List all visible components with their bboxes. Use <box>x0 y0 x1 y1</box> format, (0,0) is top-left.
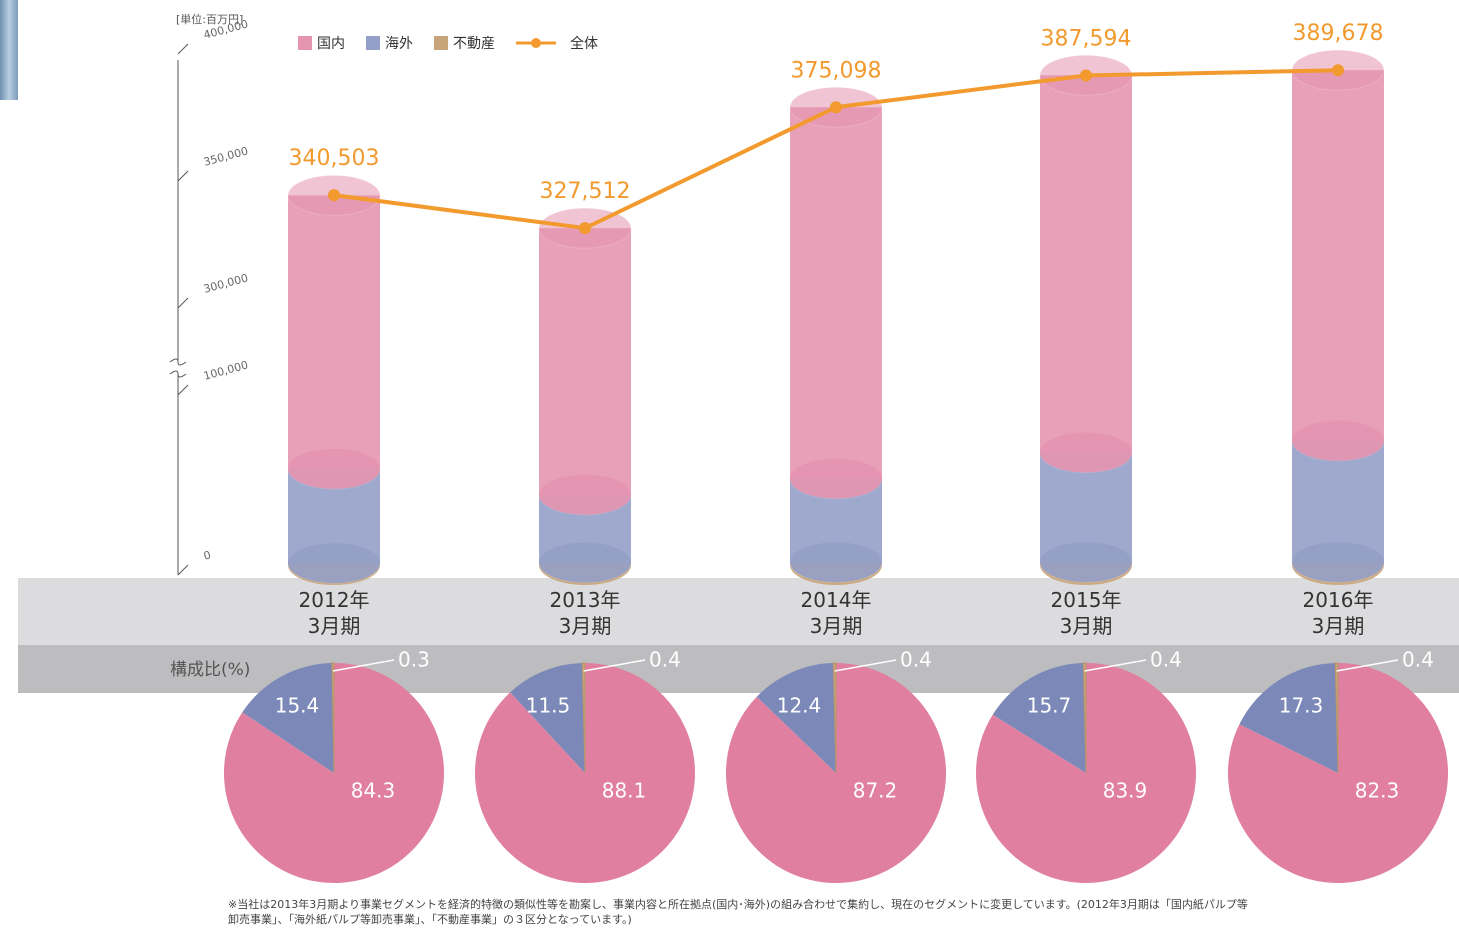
cylinder-body <box>790 107 882 478</box>
y-tick <box>178 171 188 181</box>
cylinder-body <box>1292 70 1384 441</box>
slice-label: 88.1 <box>602 779 647 803</box>
axis-break <box>170 359 186 377</box>
y-tick <box>178 385 188 395</box>
x-tick-label: 2016年 3月期 <box>1258 587 1418 639</box>
slice-label: 83.9 <box>1103 779 1148 803</box>
pie-title: 構成比(%) <box>170 660 250 680</box>
slice-label: 84.3 <box>351 779 396 803</box>
y-tick-label: 0 <box>202 548 212 562</box>
x-tick-label: 2012年 3月期 <box>254 587 414 639</box>
value-label: 389,678 <box>1293 21 1384 46</box>
cylinder-body <box>288 195 380 468</box>
value-label: 375,098 <box>791 58 882 83</box>
total-point <box>1332 64 1344 76</box>
cylinder-body <box>539 228 631 495</box>
x-tick-label: 2014年 3月期 <box>756 587 916 639</box>
slice-label: 17.3 <box>1279 694 1324 718</box>
slice-label: 0.4 <box>1402 648 1434 672</box>
slice-label: 0.4 <box>900 648 932 672</box>
total-point <box>579 222 591 234</box>
footnote: 卸売事業」、「海外紙パルプ等卸売事業」、「不動産事業」の３区分となっています。) <box>228 911 632 927</box>
legend-label: 全体 <box>570 35 598 52</box>
y-tick-label: 100,000 <box>202 358 249 382</box>
slice-label: 15.4 <box>275 694 320 718</box>
slice-label: 0.4 <box>649 648 681 672</box>
slice-label: 82.3 <box>1355 779 1400 803</box>
slice-label: 11.5 <box>526 694 571 718</box>
y-tick-label: 350,000 <box>202 144 249 168</box>
legend-swatch <box>366 36 380 50</box>
slice-label: 15.7 <box>1027 694 1072 718</box>
legend-label: 国内 <box>317 36 345 52</box>
value-label: 327,512 <box>540 179 631 204</box>
y-tick-label: 300,000 <box>202 271 249 295</box>
legend-label: 不動産 <box>453 36 495 52</box>
chart: [単位:百万円] 構成比(%) 0100,000300,000350,00040… <box>0 0 1459 929</box>
page: [単位:百万円] 構成比(%) 0100,000300,000350,00040… <box>0 0 1459 929</box>
total-point <box>328 189 340 201</box>
slice-label: 0.3 <box>398 648 430 672</box>
total-point <box>830 101 842 113</box>
y-tick <box>178 44 188 54</box>
x-tick-label: 2013年 3月期 <box>505 587 665 639</box>
total-point <box>1080 70 1092 82</box>
decor-strip <box>0 0 18 100</box>
legend-label: 海外 <box>385 36 413 52</box>
value-label: 387,594 <box>1041 27 1132 52</box>
legend-swatch <box>434 36 448 50</box>
y-tick <box>178 298 188 308</box>
slice-label: 0.4 <box>1150 648 1182 672</box>
slice-label: 12.4 <box>777 694 822 718</box>
cylinder-body <box>1040 75 1132 452</box>
footnote: ※当社は2013年3月期より事業セグメントを経済的特徴の類似性等を勘案し、事業内… <box>228 896 1248 912</box>
value-label: 340,503 <box>289 146 380 171</box>
x-tick-label: 2015年 3月期 <box>1006 587 1166 639</box>
category-band <box>18 578 1459 645</box>
legend-swatch <box>298 36 312 50</box>
legend-marker <box>531 38 541 48</box>
y-tick <box>178 565 188 575</box>
slice-label: 87.2 <box>853 779 898 803</box>
